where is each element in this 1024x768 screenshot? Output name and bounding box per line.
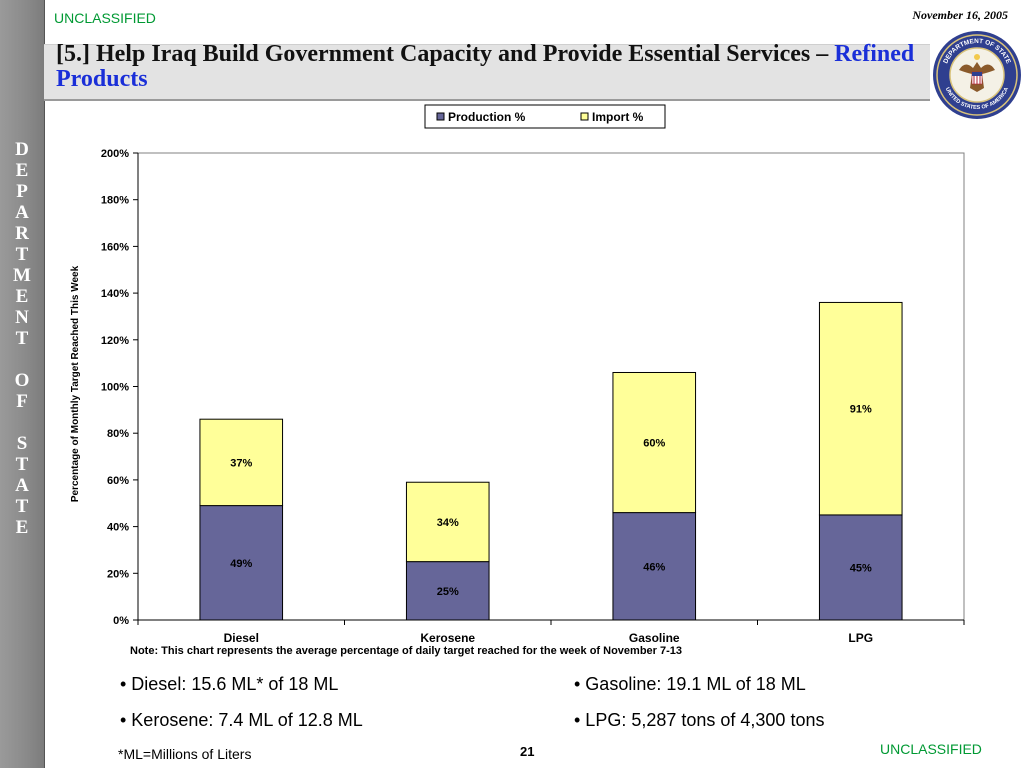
x-category-label: LPG (848, 631, 873, 645)
bar-production-lpg (818, 514, 903, 621)
bar-production-gasoline (612, 512, 697, 621)
y-tick-label: 80% (107, 428, 129, 440)
x-category-label: Diesel (224, 631, 259, 645)
bullet-gasoline: • Gasoline: 19.1 ML of 18 ML (574, 674, 806, 694)
title-main: [5.] Help Iraq Build Government Capacity… (56, 41, 835, 67)
classification-bottom: UNCLASSIFIED (880, 741, 982, 757)
bar-import-diesel (199, 418, 284, 507)
state-department-seal-icon: DEPARTMENT OF STATE UNITED STATES OF AME… (933, 31, 1021, 119)
slide-date: November 16, 2005 (912, 8, 1008, 22)
y-tick-label: 0% (113, 615, 129, 627)
bar-data-label: 45% (850, 562, 872, 574)
refined-products-chart: 0% 20% 40% 60% 80% 100% 120% 140% 160% 180% 200% 4… (70, 104, 965, 645)
bar-data-label: 91% (850, 404, 872, 416)
bar-production-kerosene (405, 561, 490, 621)
legend-swatch (580, 112, 589, 121)
chart-legend (424, 104, 666, 129)
slide-title: [5.] Help Iraq Build Government Capacity… (56, 42, 936, 92)
bar-production-diesel (199, 505, 284, 621)
bar-data-label: 34% (437, 517, 459, 529)
y-tick-label: 160% (101, 241, 129, 253)
y-tick-label: 140% (101, 288, 129, 300)
bullet-kerosene: • Kerosene: 7.4 ML of 12.8 ML (120, 710, 363, 730)
bar-data-label: 60% (643, 438, 665, 450)
bar-data-label: 37% (230, 457, 252, 469)
y-tick-label: 40% (107, 522, 129, 534)
legend-label: Import % (592, 110, 644, 124)
x-category-label: Gasoline (629, 631, 680, 645)
bar-data-label: 46% (643, 561, 665, 573)
bar-data-label: 49% (230, 558, 252, 570)
legend-label: Production % (448, 110, 526, 124)
bar-data-label: 25% (437, 586, 459, 598)
title-band (44, 44, 930, 101)
y-tick-label: 180% (101, 195, 129, 207)
y-tick-label: 120% (101, 335, 129, 347)
classification-top: UNCLASSIFIED (54, 10, 156, 26)
sidebar-department-of-state-text: D E P A R T M E N T O F S T A T E (13, 139, 31, 538)
title-highlight: Refined Products (56, 41, 915, 92)
y-axis-title: Percentage of Monthly Target Reached Thi… (70, 265, 81, 502)
bar-import-lpg (818, 301, 903, 516)
footnote: *ML=Millions of Liters (118, 746, 252, 762)
bullet-lpg: • LPG: 5,287 tons of 4,300 tons (574, 710, 825, 730)
chart-note: Note: This chart represents the average … (130, 645, 683, 657)
bar-import-gasoline (612, 371, 697, 514)
bullet-diesel: • Diesel: 15.6 ML* of 18 ML (120, 674, 339, 694)
y-tick-label: 60% (107, 475, 129, 487)
y-tick-label: 20% (107, 568, 129, 580)
y-tick-label: 100% (101, 382, 129, 394)
bar-import-kerosene (405, 481, 490, 563)
y-tick-label: 200% (101, 148, 129, 160)
sidebar-banner: D E P A R T M E N T O F S T A T E (0, 0, 45, 768)
x-category-label: Kerosene (420, 631, 475, 645)
legend-swatch (436, 112, 445, 121)
page-number: 21 (520, 744, 535, 759)
